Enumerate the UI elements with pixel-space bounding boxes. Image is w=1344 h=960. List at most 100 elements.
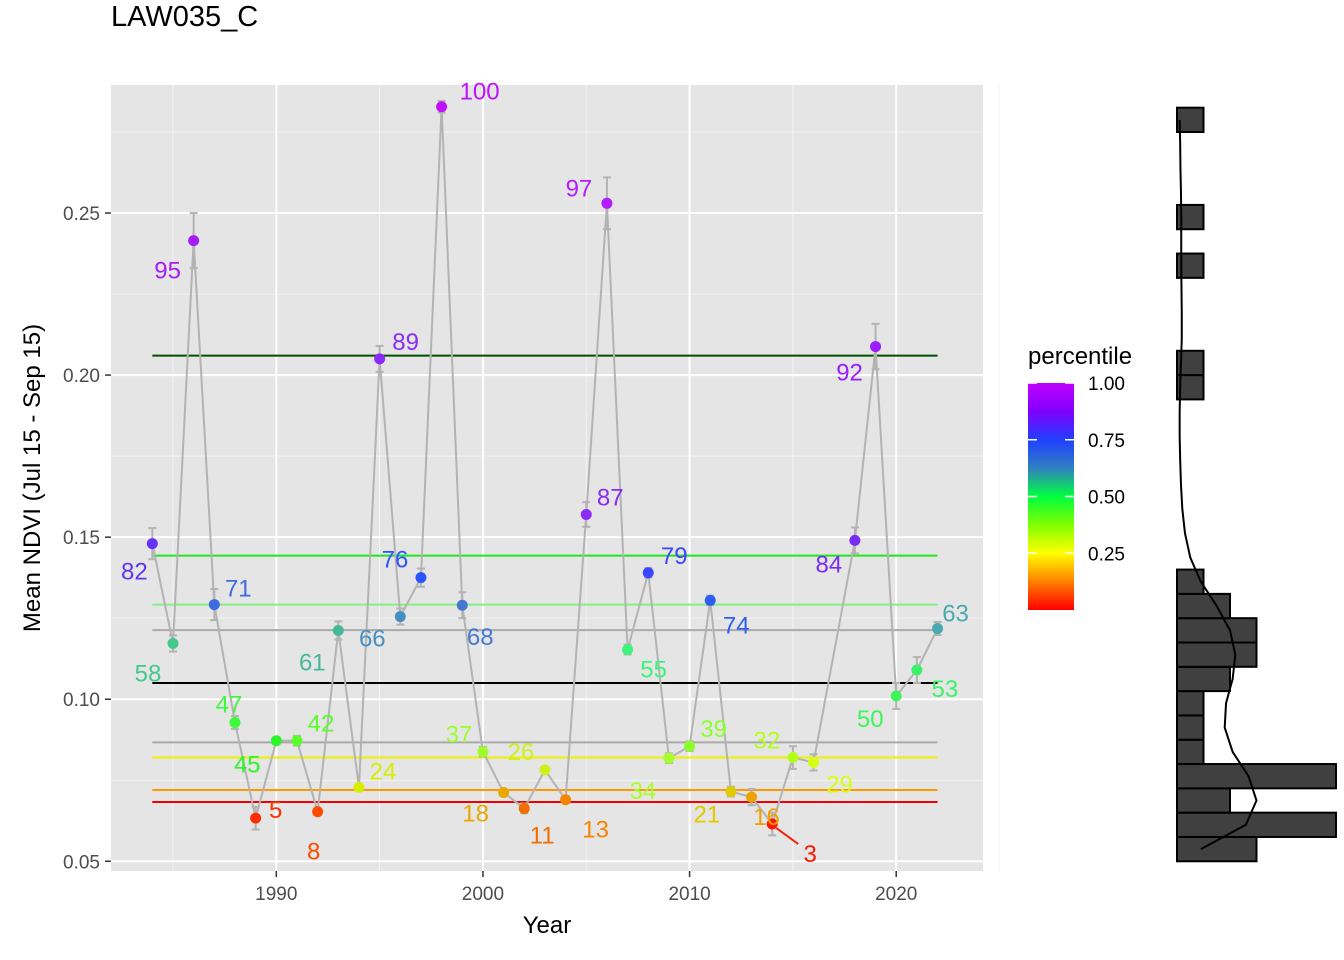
data-point	[560, 794, 572, 806]
percentile-label: 82	[121, 559, 148, 586]
data-point	[849, 534, 861, 546]
data-point	[787, 752, 799, 764]
percentile-label: 26	[508, 739, 535, 766]
histogram-bar	[1176, 665, 1231, 693]
histogram-bar	[1176, 106, 1205, 133]
legend-tick-label: 0.25	[1088, 544, 1125, 565]
label-leader-line	[775, 827, 799, 845]
data-point	[291, 735, 303, 747]
data-point	[663, 752, 675, 764]
percentile-label: 66	[359, 626, 386, 653]
histogram-bar	[1176, 568, 1205, 595]
y-axis: 0.05 0.10 0.15 0.20 0.25	[63, 204, 111, 873]
percentile-label: 11	[530, 822, 555, 849]
data-point	[250, 812, 262, 824]
data-point	[601, 197, 613, 209]
percentile-label: 34	[630, 778, 657, 805]
percentile-label: 100	[460, 79, 500, 106]
percentile-label: 37	[446, 722, 473, 749]
data-point	[725, 786, 737, 798]
x-axis: 1990 2000 2010 2020	[255, 871, 917, 905]
legend-tick-label: 0.75	[1088, 431, 1125, 452]
y-tick-label: 0.25	[63, 204, 100, 225]
legend-ticks: 1.00 0.75 0.50 0.25	[1028, 374, 1125, 565]
data-point	[932, 623, 944, 635]
percentile-labels: 82 58 95 71 47 5 45 42 8 61 24 89 66 76 100 68 37 18 11 26 1…	[121, 79, 969, 868]
y-tick-label: 0.20	[63, 366, 100, 387]
data-point	[312, 806, 324, 818]
data-point	[766, 818, 778, 830]
percentile-label: 97	[566, 175, 593, 202]
data-points	[146, 101, 944, 830]
percentile-label: 79	[661, 543, 688, 570]
percentile-label: 58	[135, 660, 162, 687]
data-point	[374, 353, 386, 365]
data-point	[456, 599, 468, 611]
percentile-label: 13	[582, 817, 609, 844]
data-point	[208, 599, 220, 611]
percentile-label: 45	[234, 752, 261, 779]
percentile-label: 29	[826, 771, 853, 798]
histogram-bar	[1176, 617, 1258, 644]
legend-tick-label: 0.50	[1088, 488, 1125, 509]
legend-tick-label: 1.00	[1088, 374, 1125, 395]
percentile-label: 32	[754, 728, 781, 755]
data-point	[436, 101, 448, 113]
percentile-label: 16	[753, 804, 780, 831]
percentile-label: 74	[723, 612, 750, 639]
percentile-label: 68	[467, 624, 494, 651]
percentile-label: 50	[857, 706, 884, 733]
data-point	[415, 572, 427, 584]
percentile-label: 39	[700, 716, 727, 743]
histogram-bar	[1176, 763, 1337, 790]
percentile-label: 87	[597, 484, 624, 511]
grid-minor	[111, 85, 1001, 871]
x-tick-label: 2010	[668, 884, 710, 905]
histogram-bar	[1176, 811, 1337, 838]
percentile-label: 76	[382, 547, 409, 574]
x-tick-label: 2000	[462, 884, 504, 905]
data-point	[642, 567, 654, 579]
percentile-label: 95	[154, 258, 181, 285]
data-point	[167, 637, 179, 649]
data-point	[146, 538, 158, 550]
data-point	[622, 644, 634, 656]
data-point	[270, 735, 282, 747]
data-point	[890, 690, 902, 702]
data-point	[353, 781, 365, 793]
data-point	[684, 740, 696, 752]
data-point	[746, 791, 758, 803]
y-tick-label: 0.15	[63, 528, 100, 549]
data-point	[911, 664, 923, 676]
percentile-label: 55	[640, 657, 667, 684]
percentile-label: 61	[299, 650, 326, 677]
data-point	[539, 764, 551, 776]
percentile-label: 42	[308, 711, 335, 738]
histogram-bar	[1176, 738, 1205, 766]
data-point	[332, 625, 344, 637]
y-tick-label: 0.10	[63, 690, 100, 711]
data-point	[808, 756, 820, 768]
percentile-label: 47	[216, 692, 243, 719]
data-point	[229, 717, 241, 729]
data-point	[518, 802, 530, 814]
plot-panel	[111, 85, 983, 871]
percentile-label: 71	[225, 576, 252, 603]
data-point	[704, 594, 716, 606]
reference-lines	[152, 354, 938, 803]
percentile-label: 63	[942, 601, 969, 628]
marginal-histogram	[1176, 106, 1337, 863]
percentile-label: 8	[307, 839, 320, 866]
y-axis-label: Mean NDVI (Jul 15 - Sep 15)	[19, 324, 46, 632]
histogram-bar	[1176, 690, 1205, 717]
histogram-bar	[1176, 714, 1205, 741]
x-tick-label: 2020	[875, 884, 917, 905]
percentile-label: 53	[932, 676, 959, 703]
percentile-label: 92	[836, 360, 863, 387]
data-point	[870, 341, 882, 353]
legend-title: percentile	[1028, 343, 1132, 370]
y-tick-label: 0.05	[63, 852, 100, 873]
percentile-label: 24	[370, 758, 397, 785]
histogram-bar	[1176, 787, 1231, 814]
